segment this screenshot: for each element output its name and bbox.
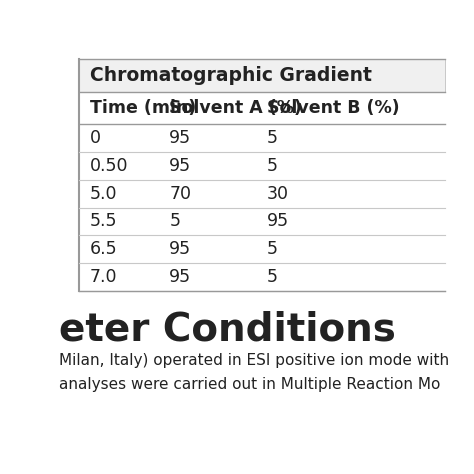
Text: Solvent A (%): Solvent A (%)	[169, 100, 302, 118]
Text: Milan, Italy) operated in ESI positive ion mode with: Milan, Italy) operated in ESI positive i…	[59, 353, 449, 368]
Text: 95: 95	[267, 212, 289, 230]
FancyBboxPatch shape	[80, 152, 445, 180]
Text: 5: 5	[267, 129, 278, 147]
FancyBboxPatch shape	[80, 124, 445, 152]
FancyBboxPatch shape	[80, 59, 445, 92]
Text: 95: 95	[169, 240, 191, 258]
Text: 5: 5	[267, 240, 278, 258]
FancyBboxPatch shape	[80, 92, 445, 124]
Text: 70: 70	[169, 185, 191, 203]
Text: Chromatographic Gradient: Chromatographic Gradient	[90, 66, 372, 85]
Text: 5.0: 5.0	[90, 185, 117, 203]
Text: 95: 95	[169, 268, 191, 286]
FancyBboxPatch shape	[80, 208, 445, 236]
FancyBboxPatch shape	[80, 180, 445, 208]
Text: 5: 5	[169, 212, 180, 230]
Text: Time (min): Time (min)	[90, 100, 196, 118]
FancyBboxPatch shape	[80, 263, 445, 291]
Text: analyses were carried out in Multiple Reaction Mo: analyses were carried out in Multiple Re…	[59, 377, 441, 392]
Text: 95: 95	[169, 157, 191, 175]
Text: 5.5: 5.5	[90, 212, 117, 230]
Text: 30: 30	[267, 185, 289, 203]
Text: Solvent B (%): Solvent B (%)	[267, 100, 400, 118]
Text: 7.0: 7.0	[90, 268, 117, 286]
Text: 5: 5	[267, 268, 278, 286]
Text: 0: 0	[90, 129, 101, 147]
FancyBboxPatch shape	[80, 236, 445, 263]
Text: eter Conditions: eter Conditions	[59, 311, 396, 349]
Text: 95: 95	[169, 129, 191, 147]
Text: 6.5: 6.5	[90, 240, 118, 258]
Text: 5: 5	[267, 157, 278, 175]
Text: 0.50: 0.50	[90, 157, 128, 175]
